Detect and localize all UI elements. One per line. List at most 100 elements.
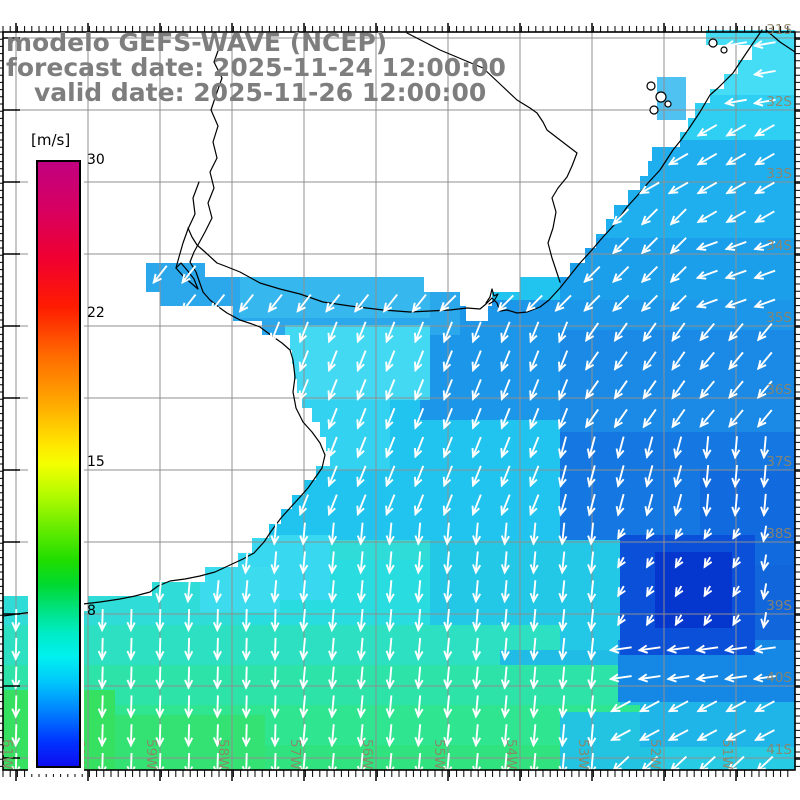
wind-arrow bbox=[642, 351, 657, 371]
wind-arrow bbox=[586, 493, 596, 517]
wind-arrow bbox=[356, 551, 366, 575]
wind-arrow bbox=[413, 494, 425, 517]
longitude-label: 54W bbox=[503, 739, 519, 770]
wind-arrow bbox=[673, 493, 683, 517]
colorbar-tick-label: 22 bbox=[87, 304, 105, 321]
wind-arrow bbox=[443, 608, 453, 633]
wind-arrow bbox=[241, 724, 251, 748]
wind-arrow bbox=[439, 294, 457, 312]
wind-arrow bbox=[674, 585, 684, 598]
wind-arrow bbox=[443, 580, 453, 604]
wind-arrow bbox=[615, 465, 625, 488]
wind-arrow bbox=[356, 666, 366, 690]
wind-arrow bbox=[414, 608, 424, 633]
wind-arrow bbox=[356, 379, 367, 401]
wind-arrow bbox=[471, 350, 482, 373]
wind-arrow bbox=[155, 609, 165, 633]
forecast-date-label: forecast date: 2025-11-24 12:00:00 bbox=[6, 53, 506, 82]
wind-arrow bbox=[757, 322, 773, 342]
wind-arrow bbox=[696, 124, 718, 137]
wind-arrow bbox=[496, 294, 515, 312]
wind-arrow bbox=[645, 614, 655, 627]
island bbox=[646, 81, 656, 91]
wind-arrow bbox=[413, 407, 425, 430]
longitude-label: 55W bbox=[431, 739, 447, 770]
wind-arrow bbox=[587, 695, 597, 719]
wind-arrow bbox=[586, 436, 596, 460]
wind-arrow bbox=[529, 407, 540, 430]
wind-arrow bbox=[500, 551, 510, 575]
wind-arrow bbox=[356, 350, 367, 373]
wind-arrow bbox=[695, 644, 719, 654]
map-frame bbox=[2, 31, 796, 771]
wind-arrow bbox=[471, 407, 482, 430]
wind-arrow bbox=[500, 494, 511, 517]
wind-arrow bbox=[212, 580, 222, 604]
wind-arrow bbox=[385, 724, 395, 748]
wave-height-patch bbox=[560, 330, 795, 432]
wind-arrow bbox=[760, 612, 770, 630]
wind-arrow bbox=[617, 556, 626, 569]
wind-arrow bbox=[500, 608, 510, 633]
wind-arrow bbox=[752, 40, 776, 49]
wind-arrow bbox=[328, 580, 338, 604]
wind-arrow bbox=[644, 465, 654, 488]
wind-arrow bbox=[669, 237, 687, 255]
wind-arrow bbox=[728, 380, 744, 399]
wind-arrow bbox=[671, 322, 686, 343]
wind-arrow bbox=[529, 724, 539, 748]
wind-arrow bbox=[11, 695, 21, 719]
wind-arrow bbox=[608, 644, 632, 654]
wind-arrow bbox=[584, 351, 600, 371]
wind-arrow bbox=[529, 522, 539, 546]
wind-arrow bbox=[471, 494, 482, 517]
ocean-layer bbox=[3, 30, 795, 770]
wind-arrow bbox=[615, 493, 625, 517]
wind-arrow bbox=[327, 350, 338, 373]
wind-arrow bbox=[617, 585, 626, 598]
wind-arrow bbox=[472, 666, 482, 690]
wind-arrow bbox=[97, 666, 107, 690]
wind-arrow bbox=[752, 68, 776, 78]
map-title: modelo GEFS-WAVE (NCEP) bbox=[6, 28, 388, 57]
wind-arrow bbox=[703, 614, 713, 627]
wind-arrow bbox=[270, 637, 280, 661]
wave-height-patch bbox=[200, 567, 280, 612]
wind-arrow bbox=[638, 181, 660, 195]
wind-arrow bbox=[645, 556, 655, 569]
colorbar-unit-label: [m/s] bbox=[31, 131, 71, 149]
wind-arrow bbox=[640, 208, 659, 226]
wind-arrow bbox=[608, 673, 632, 683]
wind-arrow bbox=[760, 493, 770, 517]
wind-arrow bbox=[298, 379, 309, 401]
colorbar bbox=[28, 126, 84, 774]
montevideo-point bbox=[485, 288, 499, 305]
wind-arrow bbox=[725, 700, 747, 713]
wind-arrow bbox=[666, 673, 690, 683]
wind-arrow bbox=[356, 436, 367, 459]
wind-arrow bbox=[299, 666, 309, 690]
wind-arrow bbox=[298, 494, 309, 517]
wave-height-patch bbox=[640, 702, 795, 747]
inland-river bbox=[406, 32, 578, 283]
wind-arrow bbox=[238, 293, 254, 313]
wind-arrow bbox=[328, 608, 338, 633]
wind-arrow bbox=[385, 580, 395, 604]
wind-arrow bbox=[754, 124, 775, 137]
wind-arrow bbox=[472, 522, 482, 546]
latitude-label: 41S bbox=[766, 742, 792, 758]
wind-arrow bbox=[414, 580, 424, 604]
wind-arrow bbox=[414, 522, 424, 546]
wind-arrow bbox=[754, 210, 775, 224]
wind-arrow bbox=[695, 240, 718, 251]
coastal-barrier bbox=[765, 29, 796, 53]
wind-arrow bbox=[699, 409, 715, 428]
wind-arrow bbox=[723, 673, 747, 683]
wind-arrow bbox=[702, 464, 712, 489]
wave-height-patch bbox=[655, 552, 732, 628]
wind-arrow bbox=[385, 494, 396, 517]
wind-arrow bbox=[11, 637, 21, 661]
wind-arrow bbox=[702, 436, 712, 460]
wind-arrow bbox=[500, 695, 510, 719]
